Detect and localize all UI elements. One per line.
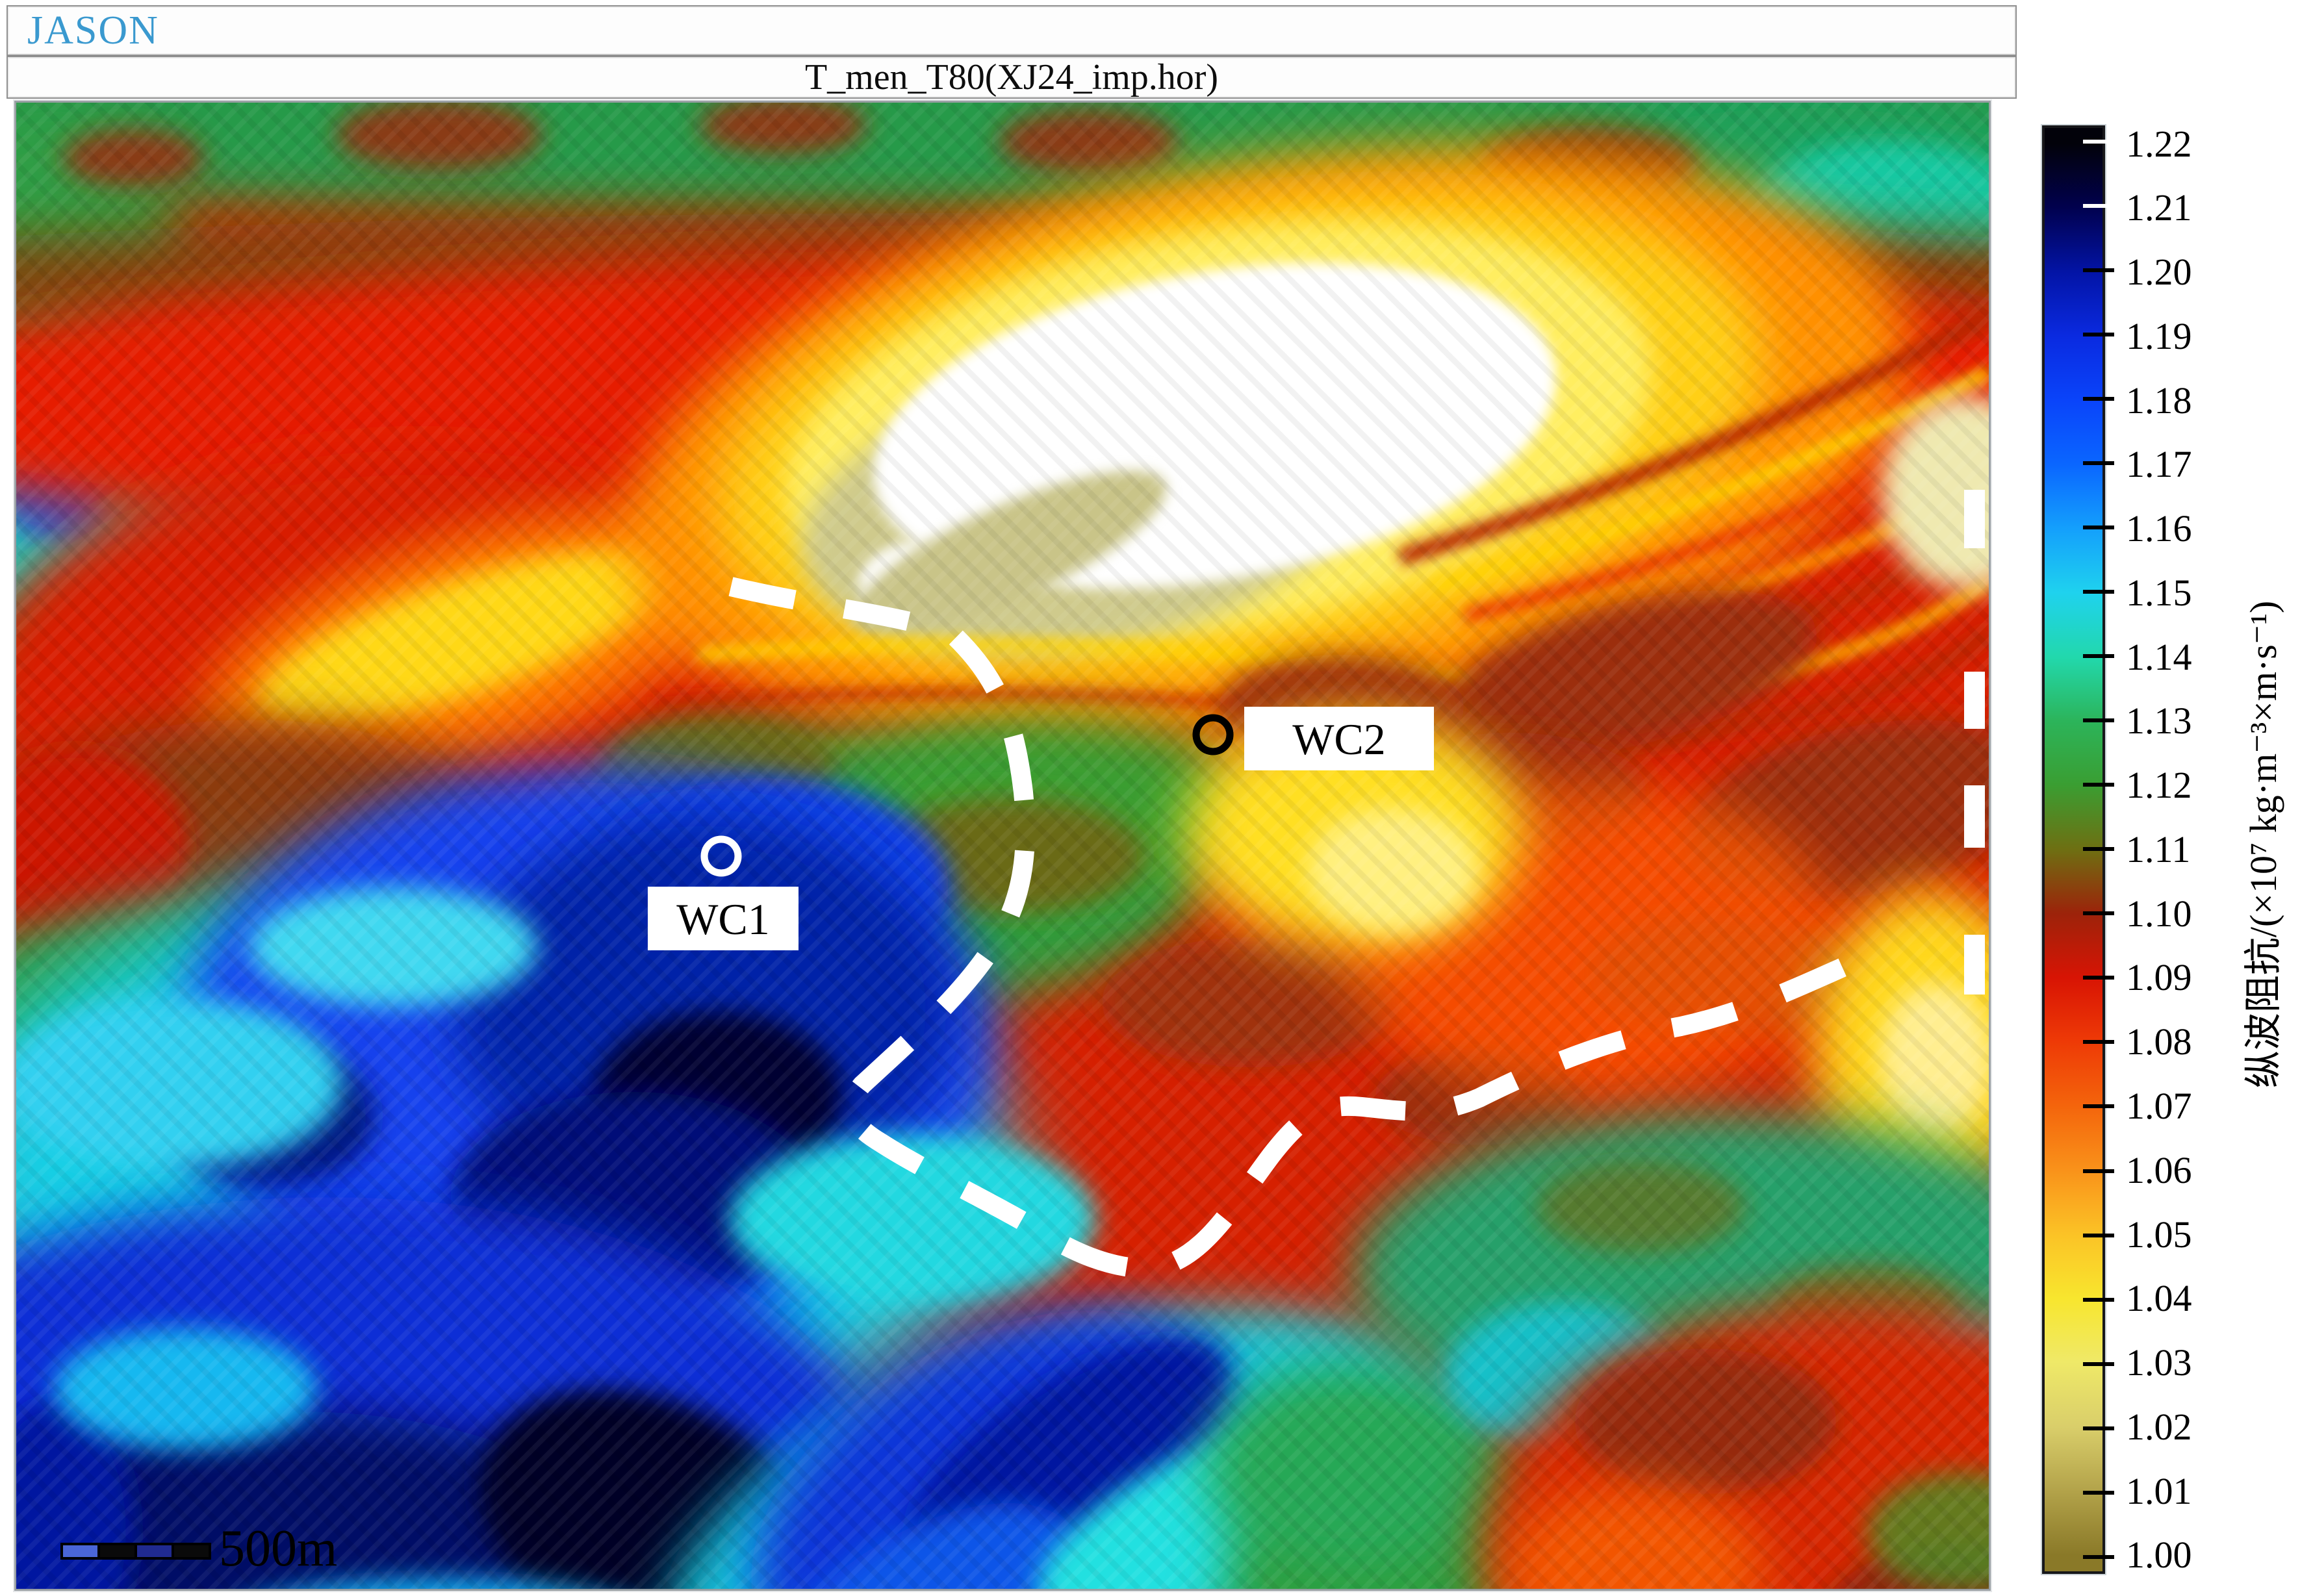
boundary-edge-dashes	[1964, 490, 1985, 994]
colorbar-tick	[2083, 397, 2114, 401]
colorbar-tick-label: 1.20	[2126, 251, 2192, 294]
colorbar-tick-label: 1.17	[2126, 443, 2192, 486]
colorbar-tick	[2083, 333, 2114, 337]
colorbar-tick	[2083, 204, 2114, 209]
colorbar-tick	[2083, 268, 2114, 273]
colorbar-tick	[2083, 1169, 2114, 1173]
colorbar-tick	[2083, 654, 2114, 659]
jason-logo-text: JASON	[27, 8, 159, 53]
colorbar-tick	[2083, 1233, 2114, 1237]
colorbar-tick-label: 1.01	[2126, 1469, 2192, 1512]
colorbar-tick-label: 1.11	[2126, 828, 2191, 870]
colorbar-tick	[2083, 911, 2114, 916]
colorbar-tick-labels: 1.22 1.21 1.20 1.19 1.18 1.17 1.16 1.15 1.14 1.13…	[2126, 121, 2236, 1577]
impedance-map-canvas[interactable]: WC1 WC2 500m	[14, 101, 1991, 1591]
colorbar-tick	[2083, 1040, 2114, 1045]
reservoir-boundary-dashed-line	[728, 577, 1893, 1278]
colorbar-axis-label: 纵波阻抗/(×10⁷ kg·m⁻³×m·s⁻¹)	[2242, 600, 2284, 1089]
colorbar-tick-label: 1.19	[2126, 314, 2192, 357]
colorbar-tick	[2083, 590, 2114, 594]
colorbar-tick	[2083, 783, 2114, 787]
colorbar-tick-label: 1.12	[2126, 764, 2192, 807]
colorbar-tick-label: 1.02	[2126, 1405, 2192, 1448]
colorbar-ticks	[2083, 140, 2114, 1559]
colorbar-tick	[2083, 461, 2114, 466]
colorbar-tick	[2083, 1362, 2114, 1366]
heatmap-svg: WC1 WC2 500m	[16, 103, 1989, 1589]
brand-bar: JASON	[6, 5, 2017, 56]
map-title: T_men_T80(XJ24_imp.hor)	[804, 57, 1219, 97]
well-marker-wc2[interactable]: WC2	[1192, 707, 1434, 770]
well-label-wc1: WC1	[676, 894, 770, 944]
colorbar-tick	[2083, 526, 2114, 530]
colorbar-tick-label: 1.05	[2126, 1213, 2192, 1256]
colorbar-tick-label: 1.10	[2126, 892, 2192, 935]
colorbar-tick	[2083, 1490, 2114, 1495]
texture-overlay-dark	[16, 103, 1989, 1589]
colorbar-tick-label: 1.16	[2126, 507, 2192, 550]
colorbar-tick-label: 1.09	[2126, 956, 2192, 999]
colorbar-tick-label: 1.18	[2126, 379, 2192, 422]
colorbar-tick	[2083, 976, 2114, 980]
colorbar-tick-label: 1.03	[2126, 1341, 2192, 1384]
colorbar-tick	[2083, 847, 2114, 852]
colorbar-tick	[2083, 1104, 2114, 1109]
colorbar-tick-label: 1.00	[2126, 1534, 2192, 1577]
colorbar-tick	[2083, 1297, 2114, 1302]
map-title-bar: T_men_T80(XJ24_imp.hor)	[6, 56, 2017, 99]
well-label-wc2: WC2	[1292, 715, 1386, 764]
colorbar-tick-label: 1.22	[2126, 122, 2192, 165]
colorbar-tick-label: 1.15	[2126, 571, 2192, 614]
colorbar-tick-label: 1.07	[2126, 1084, 2192, 1127]
scale-bar: 500m	[60, 1520, 337, 1577]
colorbar-tick	[2083, 140, 2114, 144]
well-marker-wc1[interactable]: WC1	[648, 835, 799, 950]
scale-bar-label: 500m	[219, 1520, 337, 1577]
colorbar-tick-label: 1.21	[2126, 186, 2192, 229]
colorbar-tick-label: 1.13	[2126, 700, 2192, 742]
colorbar-tick	[2083, 718, 2114, 723]
colorbar-tick-label: 1.06	[2126, 1148, 2192, 1191]
colorbar-tick-label: 1.14	[2126, 635, 2192, 678]
colorbar-tick-label: 1.08	[2126, 1020, 2192, 1063]
colorbar-tick-label: 1.04	[2126, 1277, 2192, 1320]
colorbar-tick	[2083, 1426, 2114, 1430]
colorbar-tick	[2083, 1554, 2114, 1559]
